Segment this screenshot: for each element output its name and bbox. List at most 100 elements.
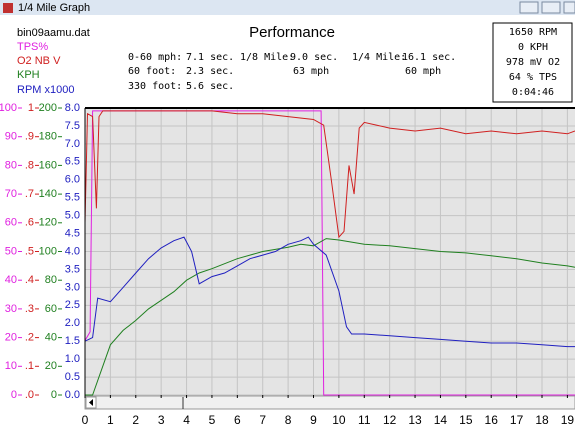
y-tick-label: 80: [45, 274, 57, 286]
x-tick-label: 6: [234, 413, 241, 427]
y-tick-label: .1: [25, 360, 34, 372]
y-tick-label: .3: [25, 303, 34, 315]
y-tick-label: 160: [39, 159, 57, 171]
y-tick-label: 20: [45, 360, 57, 372]
y-tick-label: 3.5: [65, 263, 80, 275]
y-tick-label: 0.0: [65, 389, 80, 401]
minimize-button[interactable]: [519, 1, 539, 14]
x-tick-label: 0: [82, 413, 89, 427]
y-tick-label: .4: [25, 274, 34, 286]
x-tick-label: 9: [310, 413, 317, 427]
y-tick-label: 2.5: [65, 299, 80, 311]
y-tick-label: 5.5: [65, 192, 80, 204]
x-tick-label: 1: [107, 413, 114, 427]
y-tick-label: 0.5: [65, 371, 80, 383]
y-tick-label: 6.0: [65, 174, 80, 186]
maximize-button[interactable]: [541, 1, 561, 14]
legend-entry: TPS%: [17, 41, 48, 53]
y-tick-label: 1: [28, 102, 34, 114]
x-tick-label: 8: [285, 413, 292, 427]
stat-label: 0-60 mph:: [128, 52, 182, 63]
y-tick-label: 180: [39, 131, 57, 143]
readout-line: 978 mV O2: [506, 57, 560, 68]
x-tick-label: 16: [485, 413, 499, 427]
y-tick-label: 60: [45, 303, 57, 315]
x-tick-label: 17: [510, 413, 524, 427]
y-tick-label: 50: [5, 245, 17, 257]
legend-entry: RPM x1000: [17, 84, 74, 96]
file-name: bin09aamu.dat: [17, 27, 90, 39]
x-tick-label: 15: [459, 413, 473, 427]
y-tick-label: 4.0: [65, 245, 80, 257]
y-tick-label: 20: [5, 332, 17, 344]
close-button[interactable]: [563, 1, 575, 14]
stat-speed: 60 mph: [405, 66, 441, 77]
y-tick-label: .8: [25, 159, 34, 171]
y-tick-label: 6.5: [65, 156, 80, 168]
window-title: 1/4 Mile Graph: [18, 2, 90, 14]
lines: [84, 110, 575, 396]
y-tick-label: .7: [25, 188, 34, 200]
y-tick-label: 4.5: [65, 227, 80, 239]
stat-value: 5.6 sec.: [186, 81, 234, 92]
y-tick-label: 0: [11, 389, 17, 401]
y-tick-label: 80: [5, 159, 17, 171]
y-tick-label: 8.0: [65, 102, 80, 114]
stat-speed: 63 mph: [293, 66, 329, 77]
app-icon: [3, 3, 13, 13]
y-tick-label: 5.0: [65, 210, 80, 222]
scrollbar[interactable]: [84, 395, 575, 410]
y-tick-label: 30: [5, 303, 17, 315]
readout-line: 1650 RPM: [509, 27, 557, 38]
x-tick-label: 12: [383, 413, 397, 427]
y-tick-label: 90: [5, 131, 17, 143]
y-tick-label: 1.0: [65, 353, 80, 365]
x-tick-label: 2: [132, 413, 139, 427]
stat-label: 1/8 Mile:: [240, 52, 294, 63]
x-tick-label: 10: [332, 413, 346, 427]
x-tick-label: 5: [209, 413, 216, 427]
y-tick-label: 40: [5, 274, 17, 286]
x-tick-label: 18: [535, 413, 549, 427]
legend-entry: O2 NB V: [17, 55, 61, 67]
x-tick-label: 4: [183, 413, 190, 427]
x-tick-label: 7: [259, 413, 266, 427]
x-tick-label: 14: [434, 413, 448, 427]
y-tick-label: 10: [5, 360, 17, 372]
y-tick-label: 70: [5, 188, 17, 200]
stat-label: 1/4 Mile:: [352, 52, 406, 63]
title-bar: [0, 0, 575, 15]
x-tick-label: 19: [561, 413, 575, 427]
stat-value: 9.0 sec.: [290, 52, 338, 63]
x-tick-label: 11: [358, 413, 371, 427]
stat-value: 16.1 sec.: [402, 52, 456, 63]
y-tick-label: 7.5: [65, 120, 80, 132]
y-tick-label: .5: [25, 245, 34, 257]
y-tick-label: 40: [45, 332, 57, 344]
y-tick-label: .0: [25, 389, 34, 401]
x-tick-label: 13: [408, 413, 422, 427]
readout-line: 0 KPH: [518, 42, 548, 53]
stat-label: 60 foot:: [128, 66, 176, 77]
y-tick-label: 3.0: [65, 281, 80, 293]
heading: Performance: [249, 24, 335, 41]
y-tick-label: 140: [39, 188, 57, 200]
y-tick-label: 100: [0, 102, 17, 114]
y-tick-label: 7.0: [65, 138, 80, 150]
series-line: [85, 238, 575, 396]
y-tick-label: .6: [25, 217, 34, 229]
y-tick-label: 200: [39, 102, 57, 114]
readout-box: [492, 22, 573, 103]
grid: [84, 107, 575, 396]
stat-value: 2.3 sec.: [186, 66, 234, 77]
readout-line: 0:04:46: [512, 87, 554, 98]
y-tick-label: 1.5: [65, 335, 80, 347]
readout-line: 64 % TPS: [509, 72, 557, 83]
stat-value: 7.1 sec.: [186, 52, 234, 63]
legend-entry: KPH: [17, 69, 40, 81]
scroll-arrow: [89, 399, 93, 406]
y-tick-label: 0: [51, 389, 57, 401]
y-tick-label: 100: [39, 245, 57, 257]
